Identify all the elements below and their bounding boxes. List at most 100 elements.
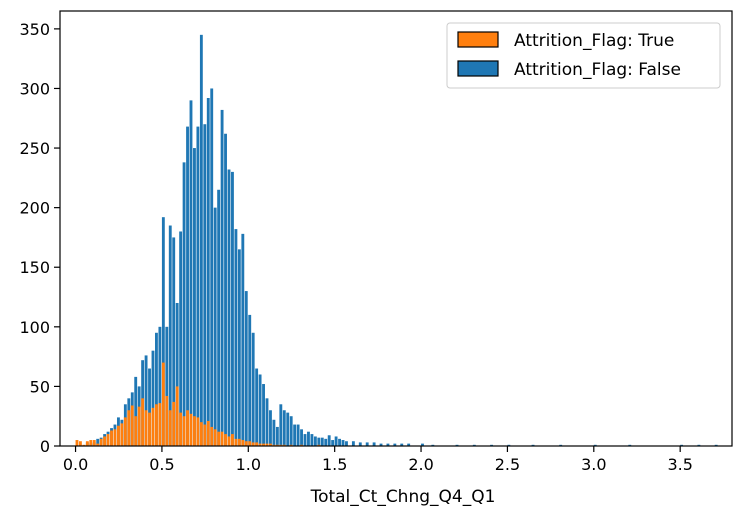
bar-false-39	[220, 109, 224, 447]
bar-true-15	[127, 410, 131, 446]
bar-false-23	[165, 326, 169, 446]
bar-false-54	[272, 419, 276, 446]
bar-true-10	[110, 430, 113, 446]
bar-true-18	[137, 406, 141, 446]
x-tick-label-4: 2.0	[408, 455, 433, 474]
bar-true-0	[75, 440, 79, 446]
bar-true-12	[117, 425, 120, 446]
bar-true-41	[217, 431, 221, 446]
bar-true-48	[241, 440, 245, 446]
bar-false-81	[386, 443, 390, 446]
bar-false-80	[379, 443, 383, 446]
legend-swatch-true	[457, 31, 499, 48]
bar-false-48	[251, 332, 255, 446]
bar-true-40	[213, 429, 217, 446]
bar-true-20	[144, 410, 148, 446]
bar-false-50	[258, 374, 262, 446]
bar-false-73	[338, 438, 341, 446]
bar-false-71	[331, 440, 335, 446]
bar-true-45	[231, 434, 234, 446]
y-tick-label-0: 0	[40, 437, 50, 456]
x-tick-label-6: 3.0	[581, 455, 606, 474]
bar-true-47	[237, 438, 241, 446]
bar-false-44	[237, 249, 241, 446]
bar-false-42	[231, 171, 234, 446]
bar-false-22	[161, 217, 165, 446]
bar-false-79	[372, 442, 376, 446]
bar-false-52	[265, 398, 269, 446]
bar-false-20	[155, 332, 158, 446]
bar-false-84	[407, 443, 411, 446]
bar-false-34	[203, 124, 207, 446]
bar-true-36	[199, 422, 203, 446]
bar-false-69	[324, 438, 328, 446]
bar-false-45	[241, 233, 245, 446]
bar-false-17	[144, 355, 148, 446]
bar-false-67	[317, 437, 321, 446]
bar-false-65	[310, 434, 314, 446]
bar-false-31	[193, 148, 196, 447]
bar-false-40	[224, 133, 227, 446]
bar-false-37	[213, 207, 217, 446]
bar-false-3	[96, 438, 100, 446]
bar-true-17	[134, 416, 138, 446]
bar-true-32	[186, 410, 189, 446]
bar-false-21	[158, 326, 162, 446]
bar-true-55	[265, 443, 269, 446]
x-tick-label-2: 1.0	[236, 455, 261, 474]
plot-area	[59, 10, 733, 447]
bar-false-46	[244, 291, 248, 446]
legend-swatch-false	[457, 60, 499, 77]
bar-true-23	[155, 404, 158, 446]
bar-false-25	[172, 237, 176, 446]
bar-true-54	[262, 443, 265, 446]
bar-false-19	[151, 350, 155, 446]
bar-false-41	[227, 169, 231, 446]
y-tick-label-3: 150	[19, 258, 50, 277]
bar-true-25	[161, 362, 165, 446]
bar-true-11	[113, 429, 117, 446]
bar-true-33	[189, 413, 193, 446]
bar-true-50	[248, 441, 252, 446]
bar-false-24	[168, 225, 172, 446]
bar-true-51	[251, 442, 255, 446]
bar-false-57	[282, 410, 286, 446]
bar-false-64	[307, 431, 310, 446]
series-false-bars	[85, 34, 718, 447]
bar-true-3	[85, 441, 89, 446]
bar-true-46	[234, 438, 238, 446]
bar-false-32	[196, 126, 200, 446]
x-tick-label-7: 3.5	[667, 455, 692, 474]
x-tick-label-1: 0.5	[149, 455, 174, 474]
bar-false-72	[334, 436, 338, 446]
bar-false-68	[320, 437, 324, 446]
axes-frame	[59, 10, 733, 447]
series-true-bars	[75, 362, 321, 446]
bar-false-27	[179, 231, 183, 446]
bar-true-9	[106, 434, 110, 446]
bar-true-14	[123, 417, 127, 446]
legend-label-true: Attrition_Flag: True	[514, 31, 674, 51]
bar-true-28	[172, 401, 176, 446]
bar-false-77	[358, 442, 362, 446]
bar-false-38	[217, 189, 221, 446]
bar-false-18	[148, 368, 151, 446]
x-tick-label-0: 0.0	[63, 455, 88, 474]
bar-true-56	[269, 443, 272, 446]
bar-true-30	[179, 412, 183, 446]
bar-false-63	[303, 434, 307, 446]
bar-false-75	[345, 441, 348, 446]
bar-true-8	[103, 436, 107, 446]
bar-false-33	[199, 34, 203, 447]
x-tick-label-3: 1.5	[322, 455, 347, 474]
bar-false-60	[293, 424, 297, 446]
bar-false-83	[400, 443, 404, 446]
bar-false-47	[248, 314, 252, 446]
y-tick-label-4: 200	[19, 199, 50, 218]
bar-true-13	[120, 423, 124, 446]
bar-true-42	[220, 431, 224, 446]
bar-false-62	[300, 429, 303, 446]
bar-true-52	[255, 442, 259, 446]
legend-label-false: Attrition_Flag: False	[514, 60, 681, 80]
bar-false-14	[134, 376, 138, 446]
